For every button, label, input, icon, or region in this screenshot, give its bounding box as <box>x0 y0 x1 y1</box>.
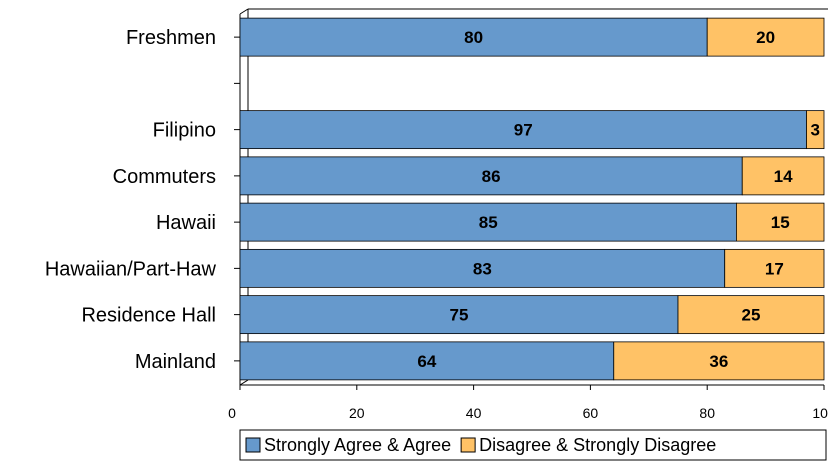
x-tick-label: 40 <box>466 405 482 421</box>
bar-segment <box>239 17 708 57</box>
bar-value-label: 25 <box>742 306 761 325</box>
bar-value-label: 3 <box>811 121 820 140</box>
legend-label: Strongly Agree & Agree <box>264 435 451 455</box>
x-tick-label: 20 <box>349 405 365 421</box>
chart-axes <box>234 8 828 390</box>
x-tick-label: 60 <box>583 405 599 421</box>
x-tick-label: 100 <box>812 405 828 421</box>
x-tick-label: 0 <box>228 405 236 421</box>
bar-value-label: 75 <box>450 306 469 325</box>
bar-segment <box>239 295 679 335</box>
category-label: Commuters <box>113 166 216 188</box>
bar-segment <box>677 295 825 335</box>
category-label: Mainland <box>135 351 216 373</box>
chart-bars <box>239 17 825 381</box>
category-label: Filipino <box>153 120 216 142</box>
bar-value-label: 97 <box>514 121 533 140</box>
bar-value-label: 36 <box>709 352 728 371</box>
bar-segment <box>239 110 807 150</box>
chart-legend: Strongly Agree & Agree Disagree & Strongl… <box>239 429 827 461</box>
legend-swatch <box>245 437 261 453</box>
bar-value-label: 83 <box>473 259 492 278</box>
bar-segment <box>613 341 825 381</box>
category-label: Hawaiian/Part-Haw <box>45 258 217 280</box>
bar-value-label: 80 <box>464 28 483 47</box>
bar-value-label: 86 <box>482 167 501 186</box>
x-tick-label: 80 <box>699 405 715 421</box>
bar-segment <box>239 156 743 196</box>
bar-segment <box>736 202 825 242</box>
bar-value-label: 14 <box>774 167 793 186</box>
bar-value-label: 64 <box>417 352 436 371</box>
bar-value-label: 20 <box>756 28 775 47</box>
bar-segment <box>806 110 825 150</box>
legend-box <box>239 429 827 461</box>
bar-segment <box>239 202 737 242</box>
y-axis-top-bevel <box>239 8 249 15</box>
category-label: Hawaii <box>156 212 216 234</box>
bar-value-label: 85 <box>479 213 498 232</box>
legend-swatch <box>460 437 476 453</box>
bar-value-label: 15 <box>771 213 790 232</box>
bar-segment <box>239 248 726 288</box>
category-label: Freshmen <box>126 27 216 49</box>
bar-value-label: 17 <box>765 259 784 278</box>
floor-left-bevel <box>239 379 249 386</box>
bar-segment <box>741 156 825 196</box>
legend-label: Disagree & Strongly Disagree <box>479 435 716 455</box>
chart-labels: 0 20 40 60 80 100 Freshmen 80 20 Filipino 97 3 Commu… <box>45 27 828 421</box>
bar-segment <box>239 341 615 381</box>
bar-segment <box>706 17 825 57</box>
bar-segment <box>724 248 825 288</box>
category-label: Residence Hall <box>81 305 216 327</box>
